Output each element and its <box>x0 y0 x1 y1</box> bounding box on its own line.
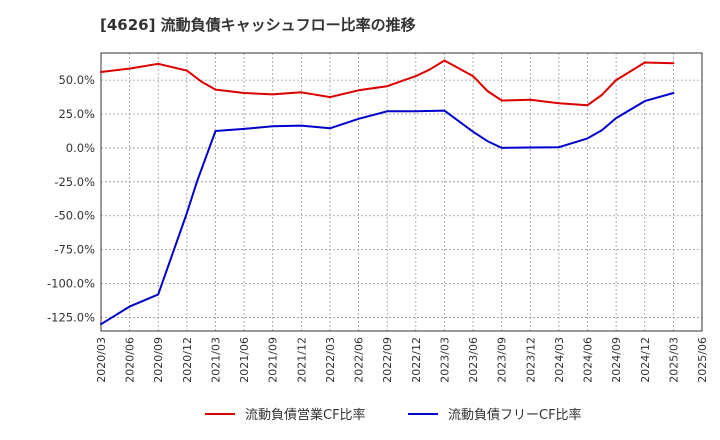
x-tick-label: 2024/03 <box>553 337 566 383</box>
y-tick-label: 0.0% <box>66 141 95 155</box>
x-tick-label: 2022/12 <box>410 337 423 383</box>
x-tick-label: 2023/12 <box>524 337 537 383</box>
x-tick-label: 2021/12 <box>295 337 308 383</box>
legend: 流動負債営業CF比率 流動負債フリーCF比率 <box>205 407 582 423</box>
legend-label-2: 流動負債フリーCF比率 <box>448 407 582 423</box>
y-tick-label: -125.0% <box>47 310 95 324</box>
y-tick-label: -50.0% <box>54 209 95 223</box>
x-tick-label: 2020/06 <box>124 337 137 383</box>
x-tick-label: 2025/03 <box>667 337 680 383</box>
x-tick-label: 2020/12 <box>181 337 194 383</box>
x-tick-label: 2025/06 <box>696 337 709 383</box>
grid-layer <box>100 53 703 331</box>
x-tick-label: 2022/09 <box>381 337 394 383</box>
x-tick-label: 2024/09 <box>610 337 623 383</box>
plot-area <box>101 53 702 331</box>
x-tick-label: 2020/03 <box>95 337 108 383</box>
x-tick-label: 2021/09 <box>267 337 280 383</box>
x-tick-label: 2021/06 <box>238 337 251 383</box>
x-tick-label: 2022/03 <box>324 337 337 383</box>
x-tick-label: 2020/09 <box>152 337 165 383</box>
x-tick-label: 2023/06 <box>467 337 480 383</box>
x-tick-label: 2024/12 <box>639 337 652 383</box>
axis-layer: 50.0% 25.0% 0.0% -25.0% -50.0% -75.0% -100.0% -… <box>47 52 709 383</box>
plot-frame <box>100 52 703 332</box>
y-tick-label: 25.0% <box>58 107 95 121</box>
x-tick-label: 2023/03 <box>438 337 451 383</box>
series-line-2 <box>100 92 675 326</box>
series-layer <box>100 59 675 326</box>
y-tick-label: -100.0% <box>47 277 95 291</box>
chart-title: [4626] 流動負債キャッシュフロー比率の推移 <box>100 16 416 34</box>
x-tick-label: 2023/09 <box>496 337 509 383</box>
y-tick-label: -75.0% <box>54 243 95 257</box>
y-tick-label: -25.0% <box>54 175 95 189</box>
series-line-1 <box>100 59 675 107</box>
x-tick-label: 2021/03 <box>209 337 222 383</box>
x-tick-label: 2022/06 <box>353 337 366 383</box>
y-tick-label: 50.0% <box>58 73 95 87</box>
legend-label-1: 流動負債営業CF比率 <box>245 407 366 423</box>
x-tick-label: 2024/06 <box>582 337 595 383</box>
